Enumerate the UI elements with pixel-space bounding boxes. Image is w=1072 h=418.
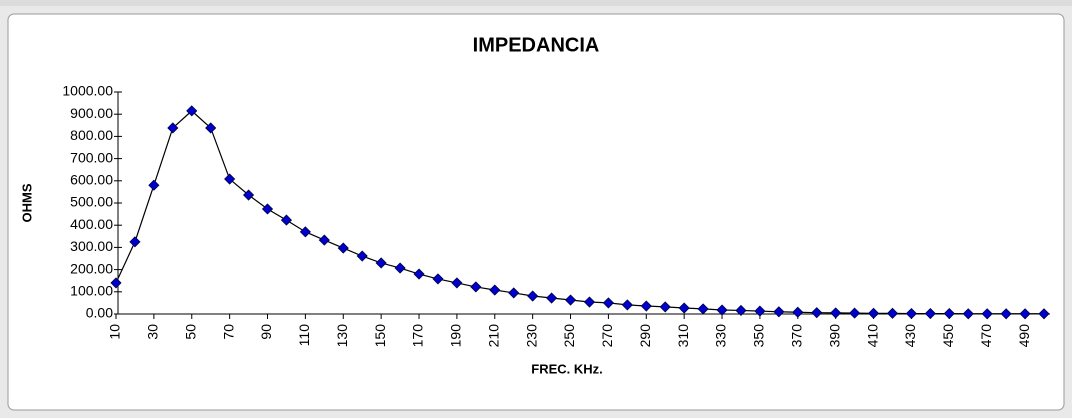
x-tick-label: 50	[182, 324, 198, 340]
data-point	[337, 242, 349, 254]
data-point	[375, 257, 387, 269]
data-point	[905, 307, 917, 320]
data-point	[678, 302, 690, 314]
y-tick-label: 800.00	[70, 127, 113, 143]
data-point	[792, 306, 804, 318]
data-point	[451, 277, 463, 289]
x-tick-label: 250	[561, 324, 577, 348]
data-point	[413, 268, 425, 280]
x-tick-label: 410	[864, 324, 880, 348]
x-axis-label: FREC. KHz.	[531, 361, 603, 376]
data-point	[811, 307, 823, 319]
data-point	[546, 292, 558, 304]
x-tick-label: 350	[751, 324, 767, 348]
data-point	[735, 304, 747, 317]
y-tick-label: 900.00	[70, 105, 113, 121]
y-axis-label: OHMS	[19, 183, 34, 222]
x-tick-label: 290	[637, 324, 653, 348]
x-tick-label: 90	[258, 324, 274, 340]
chart-title: IMPEDANCIA	[473, 34, 600, 56]
data-point	[489, 284, 501, 296]
data-point	[299, 226, 311, 238]
x-tick-label: 390	[826, 324, 842, 348]
y-tick-label: 0.00	[86, 305, 113, 321]
y-tick-label: 500.00	[70, 194, 113, 210]
data-point	[224, 173, 236, 185]
x-tick-label: 270	[599, 324, 615, 348]
data-point	[886, 307, 899, 319]
data-point	[280, 214, 293, 226]
x-tick-label: 370	[788, 324, 804, 348]
data-point	[432, 273, 444, 285]
x-tick-label: 130	[334, 324, 350, 348]
data-point	[962, 308, 974, 320]
data-point	[659, 301, 671, 313]
data-point	[697, 303, 709, 315]
data-point	[1000, 308, 1012, 320]
data-point	[148, 179, 160, 191]
y-tick-label: 400.00	[70, 216, 113, 232]
x-tick-label: 170	[410, 324, 426, 348]
data-point	[621, 299, 633, 311]
data-point	[1038, 308, 1050, 320]
y-tick-label: 700.00	[70, 149, 113, 165]
y-tick-label: 100.00	[70, 283, 113, 299]
data-point	[186, 105, 198, 117]
x-tick-label: 430	[902, 324, 918, 348]
window-bar	[0, 0, 1072, 6]
x-tick-label: 470	[978, 324, 994, 348]
data-point	[849, 307, 861, 319]
data-point	[1019, 308, 1031, 320]
data-point	[754, 305, 766, 317]
data-point	[773, 306, 785, 318]
x-tick-label: 30	[145, 324, 161, 340]
x-tick-label: 210	[485, 324, 501, 348]
data-point	[205, 122, 217, 134]
data-point	[830, 307, 842, 319]
data-point	[583, 296, 596, 308]
data-point	[640, 300, 652, 312]
x-tick-label: 490	[1016, 324, 1032, 348]
x-tick-label: 190	[448, 324, 464, 348]
data-point	[318, 234, 330, 246]
y-tick-label: 300.00	[70, 238, 113, 254]
data-point	[394, 262, 406, 274]
data-point	[508, 287, 520, 299]
x-tick-label: 450	[940, 324, 956, 348]
x-tick-label: 330	[713, 324, 729, 348]
data-point	[716, 304, 728, 316]
data-point	[110, 277, 122, 289]
data-point	[470, 281, 482, 293]
x-tick-label: 10	[107, 324, 123, 340]
data-point	[867, 307, 880, 319]
data-point	[167, 122, 179, 134]
data-point	[602, 297, 614, 309]
data-point	[243, 189, 255, 201]
data-point	[261, 203, 274, 215]
data-point	[981, 308, 993, 320]
x-tick-label: 150	[372, 324, 388, 348]
data-point	[129, 236, 141, 248]
x-tick-label: 70	[220, 324, 236, 340]
x-tick-label: 230	[523, 324, 539, 348]
data-point	[924, 307, 936, 320]
x-tick-label: 110	[296, 324, 312, 347]
data-point	[527, 290, 539, 302]
chart-frame	[7, 13, 1065, 411]
y-tick-label: 200.00	[70, 260, 113, 276]
x-tick-label: 310	[675, 324, 691, 348]
data-point	[564, 294, 577, 306]
data-point	[943, 307, 955, 320]
y-tick-label: 1000.00	[62, 83, 113, 99]
y-tick-label: 600.00	[70, 172, 113, 188]
data-point	[356, 250, 368, 262]
